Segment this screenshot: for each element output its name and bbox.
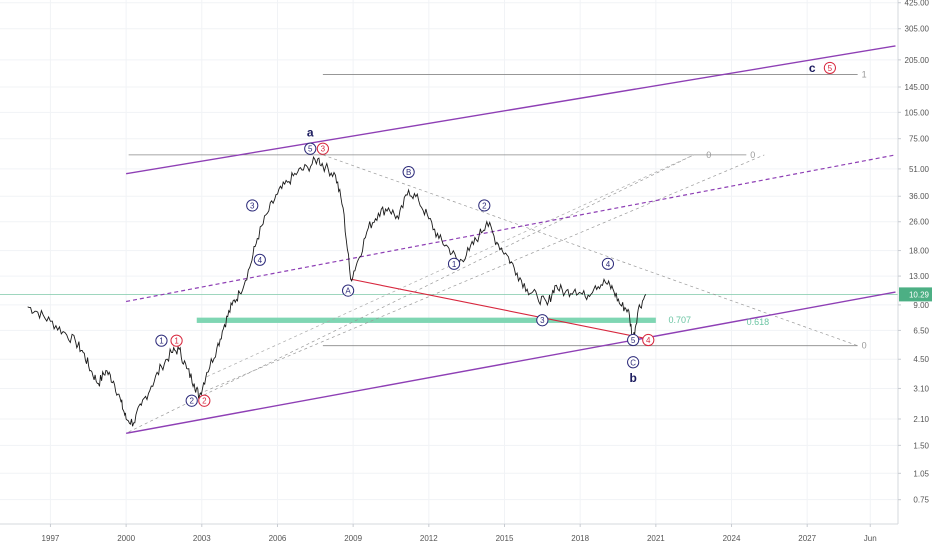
wave-label-circle — [627, 356, 640, 369]
fib-low-label: 0 — [862, 341, 867, 351]
time-tick-label: 2012 — [420, 534, 438, 543]
price-tick-label: 105.00 — [905, 108, 930, 117]
fib-top-label-a: 0 — [706, 150, 711, 160]
wave-letter-label: b — [629, 371, 636, 385]
price-tick-label: 205.00 — [905, 56, 930, 65]
wave-label-circle — [601, 257, 615, 270]
fan-line — [128, 154, 694, 433]
price-tick-label: 9.00 — [913, 301, 929, 310]
time-tick-label: 2000 — [117, 534, 135, 543]
wave-label-text: 4 — [646, 336, 651, 345]
time-tick-label: 2015 — [496, 534, 514, 543]
price-tick-label: 3.10 — [913, 384, 929, 393]
last-price-badge — [899, 287, 932, 302]
wave-label-text: 4 — [606, 260, 611, 269]
price-tick-label: 4.50 — [913, 355, 929, 364]
price-axis-background — [898, 0, 932, 550]
wave-label-text: 5 — [631, 336, 636, 345]
wave-label-text: 3 — [250, 201, 255, 210]
time-tick-label: 2024 — [723, 534, 741, 543]
upper-channel-line — [126, 45, 896, 175]
wave-label-circle — [253, 253, 266, 266]
wave-label-text: B — [406, 168, 411, 177]
price-tick-label: 145.00 — [905, 83, 930, 92]
price-tick-label: 75.00 — [909, 135, 930, 144]
price-tick-label: 6.50 — [913, 326, 929, 335]
wave-label-text: 5 — [828, 64, 833, 73]
red-trendline — [350, 278, 654, 341]
wave-letter-label: c — [809, 61, 816, 75]
wave-label-circle — [185, 394, 198, 407]
price-tick-label: 18.00 — [909, 247, 930, 256]
wave-label-circle — [246, 199, 259, 212]
time-tick-label: 2021 — [647, 534, 665, 543]
fib-level-label: 0.707 — [668, 315, 691, 325]
wave-label-circle — [478, 199, 491, 212]
last-price-label: 10.29 — [909, 290, 930, 299]
wave-label-text: 4 — [258, 256, 263, 265]
wave-label-circle — [402, 165, 415, 179]
wave-label-text: 5 — [308, 145, 313, 154]
fib-top-label-b: 0 — [750, 150, 755, 160]
wave-label-circle — [823, 61, 836, 75]
price-tick-label: 1.50 — [913, 441, 929, 450]
fan-line — [206, 154, 694, 378]
wave-label-circle — [155, 334, 168, 347]
wave-label-circle — [342, 284, 355, 297]
price-tick-label: 425.00 — [905, 0, 930, 8]
wave-label-text: 3 — [540, 316, 545, 325]
time-tick-label: Jun — [864, 534, 877, 543]
price-tick-label: 0.75 — [913, 496, 929, 505]
price-tick-label: 1.05 — [913, 469, 929, 478]
wave-label-text: 2 — [189, 397, 194, 406]
price-tick-label: 36.00 — [909, 192, 930, 201]
wave-label-circle — [198, 394, 211, 407]
price-tick-label: 305.00 — [905, 25, 930, 34]
price-tick-label: 51.00 — [909, 165, 930, 174]
wave-label-text: 1 — [174, 337, 179, 346]
price-tick-label: 13.00 — [909, 272, 930, 281]
wave-label-circle — [316, 142, 329, 155]
fib-green-band — [196, 317, 656, 323]
time-tick-label: 2018 — [571, 534, 589, 543]
fib-high-label: 1 — [862, 70, 867, 80]
fan-line — [322, 154, 858, 346]
time-tick-label: 2006 — [269, 534, 287, 543]
time-tick-label: 2003 — [193, 534, 211, 543]
dashed-channel-line — [126, 154, 896, 303]
wave-letter-label: a — [307, 126, 314, 140]
wave-label-circle — [170, 334, 183, 347]
time-tick-label: 2027 — [798, 534, 816, 543]
wave-label-text: 2 — [482, 201, 487, 210]
lower-channel-line — [125, 291, 896, 434]
wave-label-circle — [627, 333, 640, 347]
time-tick-label: 1997 — [42, 534, 60, 543]
fib-band-layer — [196, 317, 656, 323]
time-tick-label: 2009 — [344, 534, 362, 543]
wave-label-text: C — [630, 358, 636, 367]
price-tick-label: 2.10 — [913, 415, 929, 424]
wave-label-text: 1 — [452, 260, 457, 269]
trendlines-layer — [0, 45, 898, 434]
price-tick-label: 26.00 — [909, 218, 930, 227]
wave-label-text: A — [345, 287, 351, 296]
wave-label-circle — [447, 257, 461, 270]
wave-label-text: 2 — [202, 397, 207, 406]
wave-label-circle — [642, 333, 655, 347]
price-series-line — [27, 155, 647, 427]
wave-label-text: 1 — [159, 337, 164, 346]
fib-level-label: 0.618 — [747, 317, 770, 327]
grid — [0, 0, 898, 524]
wave-label-circle — [536, 314, 549, 327]
wave-label-text: 3 — [321, 145, 326, 154]
wave-label-circle — [304, 142, 317, 155]
fan-line — [199, 154, 765, 394]
time-axis-background — [0, 524, 932, 550]
